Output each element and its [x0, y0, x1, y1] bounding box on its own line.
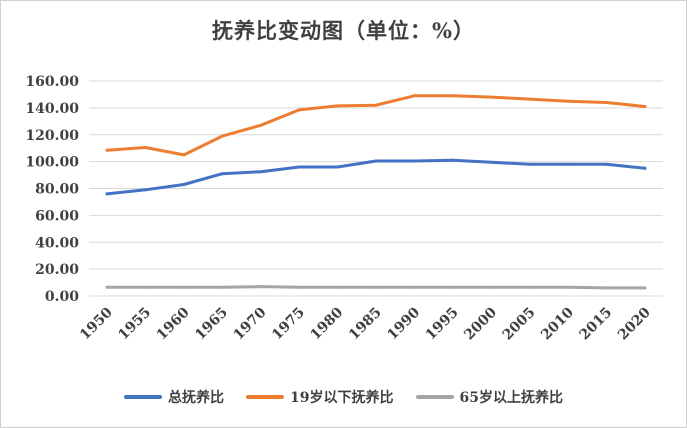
x-axis-ticks: 1950 1955 1960 1965 1970 1975 1980 1985 1990 1995…	[77, 304, 654, 343]
legend-item: 65岁以上抚养比	[415, 387, 563, 407]
x-tick-label: 1990	[384, 304, 423, 343]
data-point	[374, 285, 378, 289]
data-point	[336, 104, 340, 108]
legend-label: 65岁以上抚养比	[459, 390, 563, 406]
data-point	[220, 285, 224, 289]
data-point	[182, 285, 186, 289]
data-point	[336, 165, 340, 169]
y-tick-label: 60.00	[35, 208, 79, 224]
data-point	[105, 285, 109, 289]
data-point	[566, 285, 570, 289]
legend-label: 总抚养比	[168, 390, 225, 406]
legend-item: 19岁以下抚养比	[246, 387, 394, 407]
data-point	[105, 148, 109, 152]
data-point	[643, 166, 647, 170]
y-tick-label: 100.00	[25, 155, 79, 171]
x-tick-label: 2005	[500, 305, 539, 344]
data-point	[489, 285, 493, 289]
y-tick-label: 20.00	[35, 262, 79, 278]
legend-swatch	[415, 395, 454, 399]
chart-title: 抚养比变动图（单位：%）	[212, 18, 475, 43]
y-tick-label: 120.00	[25, 128, 79, 144]
legend-swatch	[246, 395, 285, 399]
data-point	[143, 146, 147, 150]
data-point	[489, 160, 493, 164]
data-point	[451, 285, 455, 289]
data-point	[412, 159, 416, 163]
data-point	[643, 105, 647, 109]
data-point	[259, 285, 263, 289]
y-tick-label: 160.00	[25, 74, 79, 90]
x-tick-label: 1975	[269, 305, 308, 344]
y-axis-ticks: 0.00 20.00 40.00 60.00 80.00 100.00 120.00 140.…	[25, 74, 79, 305]
legend-swatch	[124, 395, 163, 399]
data-point	[566, 162, 570, 166]
data-point	[374, 159, 378, 163]
data-point	[297, 165, 301, 169]
x-tick-label: 1995	[423, 305, 462, 344]
data-point	[336, 285, 340, 289]
data-point	[143, 285, 147, 289]
legend-item: 总抚养比	[124, 387, 224, 407]
data-point	[489, 95, 493, 99]
legend-label: 19岁以下抚养比	[290, 390, 394, 406]
x-tick-label: 1950	[77, 304, 116, 343]
data-point	[182, 153, 186, 157]
series-lines	[105, 94, 647, 290]
data-point	[105, 192, 109, 196]
data-point	[374, 103, 378, 107]
data-point	[528, 285, 532, 289]
y-tick-label: 40.00	[35, 235, 79, 251]
data-point	[566, 99, 570, 103]
data-point	[451, 94, 455, 98]
data-point	[182, 182, 186, 186]
gridlines	[89, 80, 663, 297]
data-point	[297, 108, 301, 112]
data-point	[259, 123, 263, 127]
x-tick-label: 1955	[115, 305, 154, 344]
x-tick-label: 1985	[346, 305, 385, 344]
data-point	[528, 97, 532, 101]
y-tick-label: 80.00	[35, 182, 79, 198]
x-tick-label: 2015	[577, 305, 616, 344]
data-point	[605, 101, 609, 104]
data-point	[220, 134, 224, 138]
data-point	[451, 158, 455, 162]
x-tick-label: 1970	[231, 304, 270, 343]
x-tick-label: 2000	[461, 304, 500, 343]
data-point	[643, 286, 647, 290]
x-tick-label: 2020	[615, 304, 654, 343]
data-point	[605, 162, 609, 166]
y-tick-label: 0.00	[45, 289, 79, 305]
x-tick-label: 1960	[154, 304, 193, 343]
y-tick-label: 140.00	[25, 101, 79, 117]
x-tick-label: 1965	[192, 305, 231, 344]
data-point	[259, 170, 263, 174]
data-point	[528, 162, 532, 166]
data-point	[605, 286, 609, 290]
data-point	[412, 285, 416, 289]
data-point	[297, 285, 301, 289]
x-tick-label: 1980	[308, 304, 347, 343]
data-point	[220, 172, 224, 176]
legend: 总抚养比 19岁以下抚养比 65岁以上抚养比	[1, 387, 686, 407]
data-point	[143, 188, 147, 192]
x-tick-label: 2010	[538, 304, 577, 343]
data-point	[412, 94, 416, 98]
